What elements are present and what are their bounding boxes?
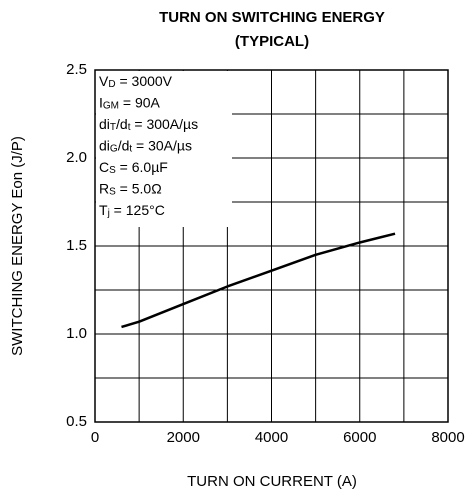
annotation-box <box>96 71 232 227</box>
annotation-part: di <box>99 116 110 132</box>
annotation: diT/dt = 300A/µs <box>99 116 198 133</box>
annotation-part: = 3000V <box>116 73 173 89</box>
y-tick-label: 0.5 <box>66 413 87 430</box>
annotation-part: = 30A/µs <box>132 137 192 153</box>
annotation-part: D <box>108 79 115 90</box>
x-tick-label: 6000 <box>343 429 376 446</box>
annotation-part: C <box>99 159 109 175</box>
y-tick-label: 1.5 <box>66 237 87 254</box>
chart-title: (TYPICAL) <box>235 33 309 50</box>
data-line <box>121 232 396 329</box>
x-tick-label: 4000 <box>255 429 288 446</box>
annotation: IGM = 90A <box>99 94 161 111</box>
annotation-part: = 90A <box>119 94 161 110</box>
y-tick-label: 1.0 <box>66 325 87 342</box>
annotation: diG/dt = 30A/µs <box>99 137 192 154</box>
chart-title: TURN ON SWITCHING ENERGY <box>159 9 385 26</box>
annotation-part: V <box>99 73 109 89</box>
x-tick-label: 0 <box>91 429 99 446</box>
annotation: RS = 5.0Ω <box>99 180 162 197</box>
annotation-part: R <box>99 180 109 196</box>
annotation-part: /d <box>116 116 128 132</box>
annotation-part: = 5.0Ω <box>116 180 162 196</box>
annotation-part: S <box>109 186 116 197</box>
annotation-part: = 300A/µs <box>130 116 198 132</box>
plot-frame <box>94 69 449 423</box>
annotation-part: /d <box>118 137 130 153</box>
annotation: Tj = 125°C <box>99 202 165 219</box>
y-axis-label: SWITCHING ENERGY Eon (J/P) <box>9 136 26 356</box>
annotation: CS = 6.0µF <box>99 159 168 176</box>
x-tick-label: 8000 <box>431 429 464 446</box>
annotation-part: di <box>99 137 110 153</box>
annotation-part: t <box>128 122 131 133</box>
x-axis-label: TURN ON CURRENT (A) <box>187 473 357 490</box>
y-tick-label: 2.5 <box>66 61 87 78</box>
annotation-part: = 125°C <box>110 202 165 218</box>
annotation-part: G <box>110 143 118 154</box>
annotation-part: S <box>109 165 116 176</box>
annotation: VD = 3000V <box>99 73 173 90</box>
x-tick-label: 2000 <box>167 429 200 446</box>
y-tick-label: 2.0 <box>66 149 87 166</box>
annotation-part: j <box>107 208 110 219</box>
annotation-part: GM <box>103 100 119 111</box>
annotation-part: T <box>110 122 116 133</box>
annotation-part: T <box>99 202 108 218</box>
annotation-part: t <box>129 143 132 154</box>
annotation-part: = 6.0µF <box>116 159 168 175</box>
annotation-part: I <box>99 94 103 110</box>
